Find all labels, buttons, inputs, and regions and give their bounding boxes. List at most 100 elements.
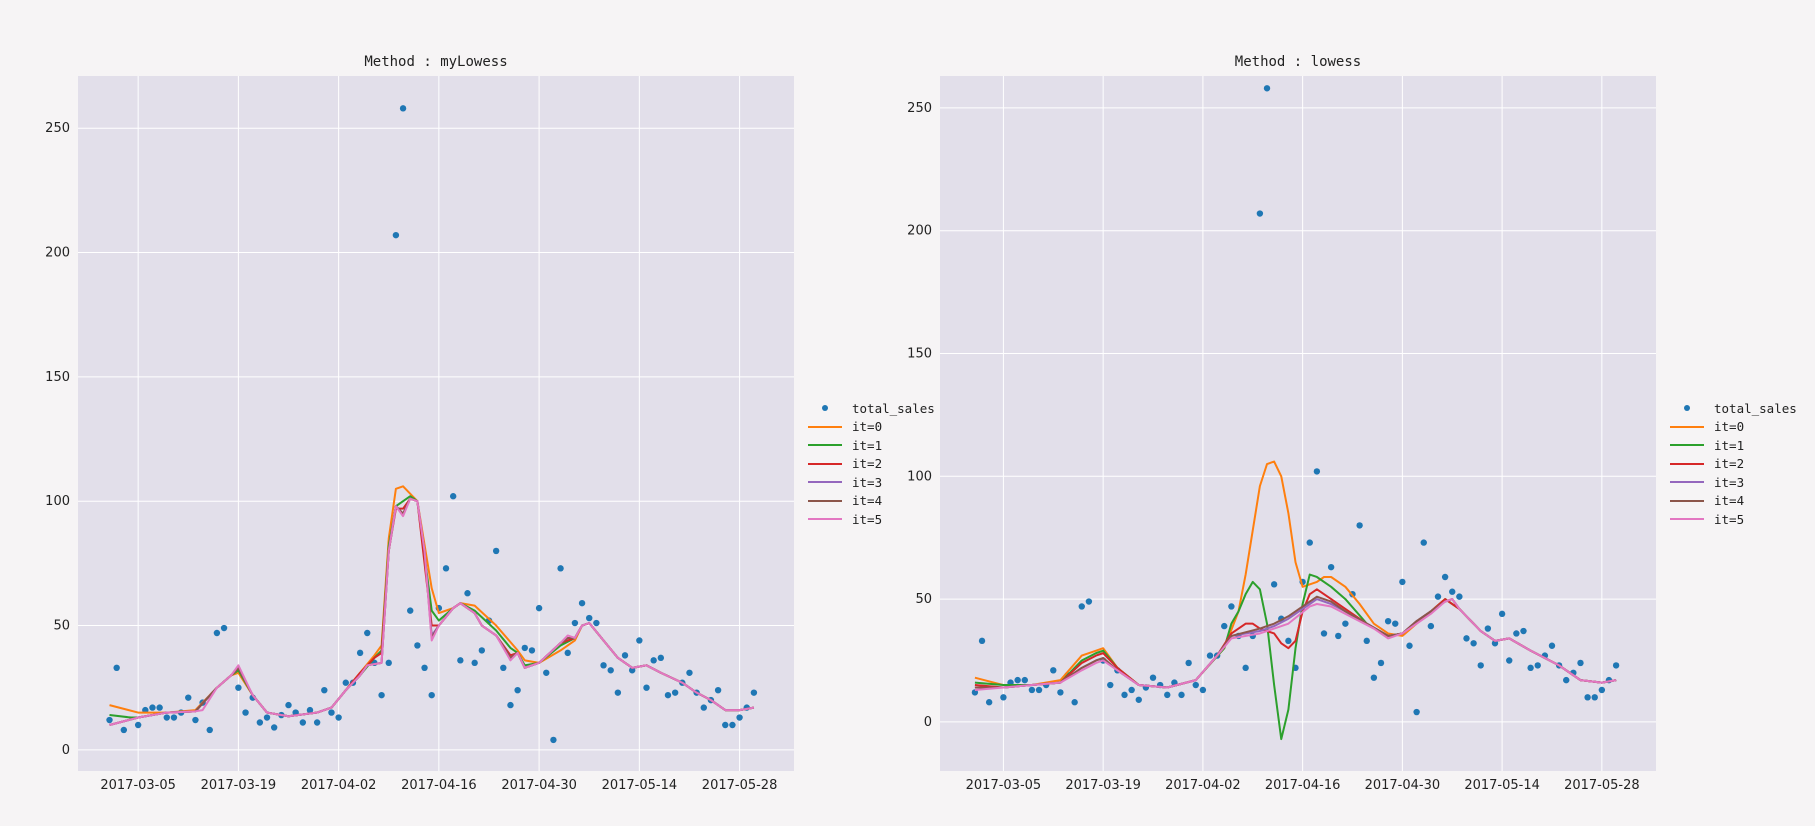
y-tick-label: 250 [45, 121, 70, 136]
legend-marker-line [1670, 459, 1704, 469]
scatter-point [1484, 625, 1492, 632]
legend-item: it=2 [1670, 455, 1797, 474]
scatter-point [593, 619, 600, 627]
legend-marker-line [808, 514, 842, 524]
legend-item: it=0 [808, 418, 935, 437]
scatter-point [528, 647, 536, 654]
legend-item: it=2 [808, 455, 935, 474]
scatter-point [1441, 573, 1449, 581]
legend-label: total_sales [852, 400, 935, 416]
scatter-point [607, 667, 614, 674]
scatter-point [220, 624, 228, 632]
legend-label: it=0 [1714, 419, 1745, 435]
scatter-point [543, 669, 550, 676]
x-tick-label: 2017-04-02 [301, 778, 377, 793]
scatter-point [306, 706, 314, 714]
scatter-point [428, 691, 435, 699]
chart-title: Method : myLowess [364, 54, 508, 70]
scatter-point [464, 590, 471, 597]
scatter-point [1135, 696, 1142, 703]
scatter-point [614, 689, 622, 696]
scatter-point [1178, 691, 1185, 699]
scatter-point [600, 662, 607, 669]
scatter-point [185, 694, 192, 701]
chart-mylowess: Method : myLowess 2017-03-05 2017-03-19 20… [0, 0, 935, 826]
scatter-point [1313, 468, 1321, 475]
y-tick-label: 100 [45, 494, 70, 509]
legend-label: it=3 [1714, 474, 1745, 490]
scatter-point [1050, 667, 1057, 674]
x-tick-label: 2017-05-14 [1464, 778, 1540, 793]
plot-area: 2017-03-05 2017-03-19 2017-04-02 2017-04-16… [45, 76, 794, 793]
legend-item: it=5 [808, 510, 935, 529]
axes-background [940, 76, 1656, 771]
scatter-point [1228, 603, 1235, 610]
legend-marker-line [808, 496, 842, 506]
scatter-point [578, 599, 586, 607]
scatter-point [1392, 620, 1399, 627]
scatter-point [1534, 662, 1541, 669]
scatter-point [1463, 635, 1470, 642]
legend-marker-line [1670, 496, 1704, 506]
scatter-point [657, 654, 665, 662]
scatter-point [535, 604, 543, 612]
scatter-point [399, 105, 407, 112]
legend-label: it=4 [1714, 493, 1745, 509]
scatter-point [206, 726, 213, 734]
scatter-point [1221, 622, 1228, 630]
scatter-point [1506, 657, 1513, 664]
scatter-point [1363, 637, 1370, 645]
scatter-point [1598, 686, 1606, 694]
legend-marker-line [808, 422, 842, 432]
legend-item: total_sales [1670, 399, 1797, 418]
scatter-point [1128, 686, 1135, 694]
scatter-point [636, 637, 643, 644]
scatter-point [1434, 593, 1442, 600]
scatter-point [471, 659, 478, 667]
x-tick-label: 2017-04-16 [401, 778, 477, 793]
legend-label: it=5 [852, 511, 883, 527]
x-tick-label: 2017-05-28 [702, 778, 778, 793]
scatter-point [1242, 664, 1249, 672]
scatter-point [664, 691, 672, 699]
y-tick-label: 150 [45, 370, 70, 385]
scatter-point [134, 721, 142, 729]
scatter-point [1427, 622, 1435, 630]
legend-label: it=5 [1714, 511, 1745, 527]
scatter-point [149, 704, 156, 711]
scatter-point [750, 689, 758, 696]
scatter-point [120, 726, 128, 734]
legend-label: it=1 [1714, 437, 1745, 453]
scatter-point [1406, 642, 1413, 649]
scatter-point [1285, 637, 1292, 645]
scatter-point [1320, 630, 1328, 637]
y-tick-label: 0 [62, 743, 70, 758]
scatter-point [1584, 694, 1591, 701]
chart-lowess: Method : lowess 2017-03-05 2017-03-19 2017… [862, 0, 1797, 826]
scatter-point [557, 565, 564, 572]
scatter-point [514, 686, 521, 694]
scatter-point [628, 667, 636, 674]
x-tick-label: 2017-04-02 [1165, 778, 1241, 793]
legend-item: it=1 [808, 436, 935, 455]
legend-marker-line [808, 459, 842, 469]
scatter-point [1520, 627, 1527, 635]
scatter-point [1078, 603, 1085, 610]
scatter-point [650, 657, 657, 664]
scatter-point [550, 736, 557, 744]
y-tick-label: 250 [907, 101, 932, 116]
scatter-point [364, 629, 371, 637]
scatter-point [714, 686, 722, 694]
y-tick-label: 0 [924, 715, 932, 730]
scatter-point [1342, 620, 1349, 627]
scatter-point [213, 629, 221, 637]
scatter-point [156, 704, 163, 711]
scatter-point [321, 686, 328, 694]
scatter-point [270, 724, 278, 731]
scatter-point [1164, 691, 1171, 699]
legend: total_sales it=0 it=1 it=2 it=3 it=4 it=5 [1670, 399, 1797, 529]
scatter-point [1021, 676, 1028, 684]
scatter-point [1563, 676, 1570, 684]
legend-marker-line [1670, 422, 1704, 432]
scatter-point [1548, 642, 1556, 649]
